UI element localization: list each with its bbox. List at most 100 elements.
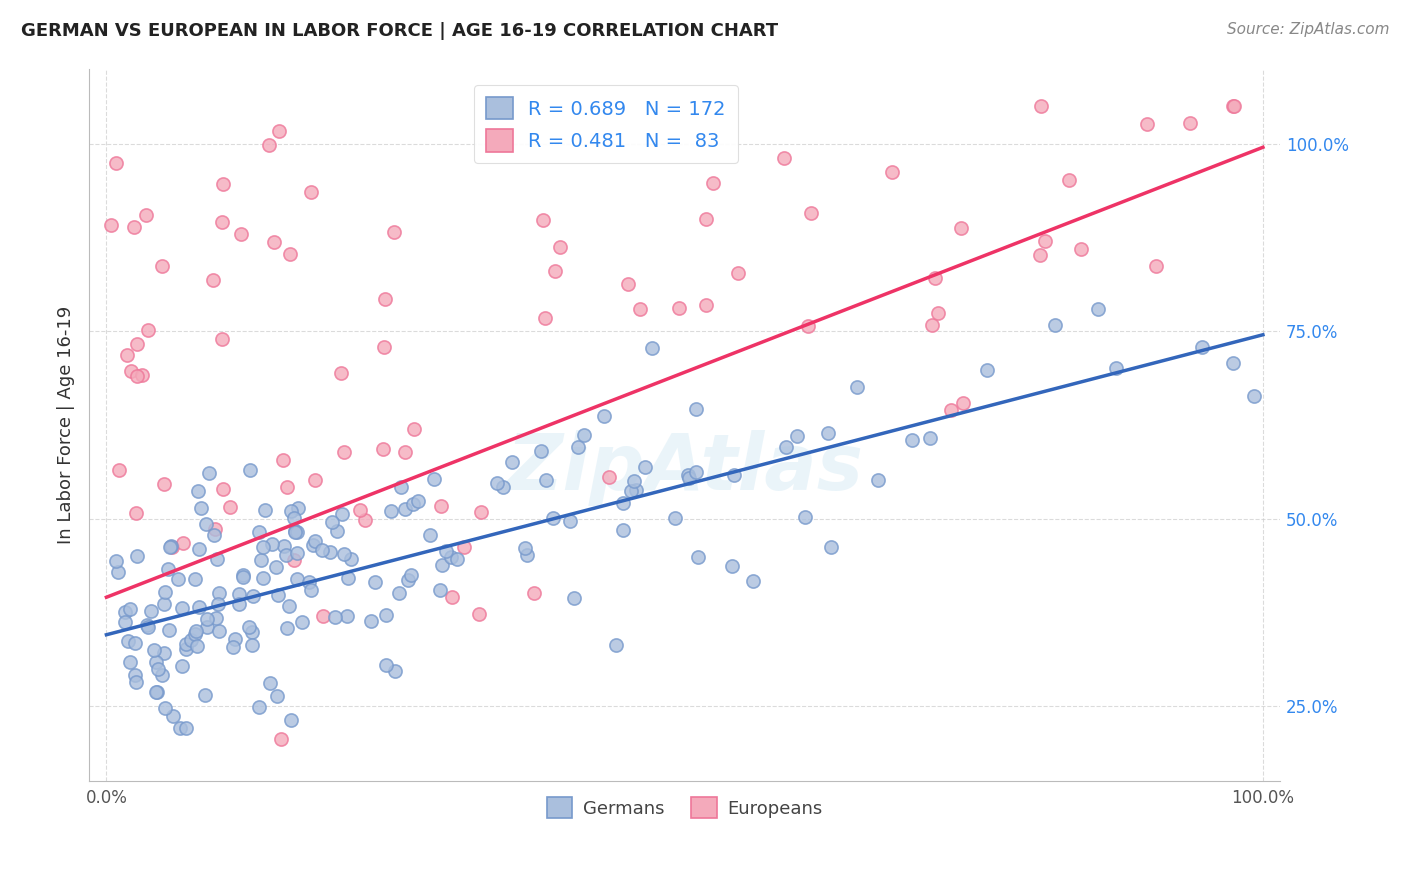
Point: [263, 235, 285, 250]
Point: [1178, 115, 1201, 129]
Point: [470, 505, 492, 519]
Point: [291, 615, 314, 629]
Point: [562, 591, 585, 606]
Point: [676, 468, 699, 483]
Point: [374, 293, 396, 307]
Point: [396, 573, 419, 587]
Point: [786, 429, 808, 443]
Point: [259, 675, 281, 690]
Point: [634, 459, 657, 474]
Text: Source: ZipAtlas.com: Source: ZipAtlas.com: [1226, 22, 1389, 37]
Point: [224, 632, 246, 646]
Point: [605, 638, 627, 652]
Point: [628, 302, 651, 317]
Point: [323, 610, 346, 624]
Point: [775, 440, 797, 454]
Point: [430, 499, 453, 513]
Point: [188, 600, 211, 615]
Point: [117, 633, 139, 648]
Point: [678, 471, 700, 485]
Point: [135, 208, 157, 222]
Point: [360, 614, 382, 628]
Point: [170, 601, 193, 615]
Point: [232, 567, 254, 582]
Point: [311, 543, 333, 558]
Point: [1222, 99, 1244, 113]
Point: [145, 685, 167, 699]
Point: [1057, 172, 1080, 186]
Point: [127, 369, 149, 384]
Point: [204, 611, 226, 625]
Point: [150, 259, 173, 273]
Point: [174, 641, 197, 656]
Point: [160, 539, 183, 553]
Point: [401, 568, 423, 582]
Point: [440, 590, 463, 604]
Point: [264, 560, 287, 574]
Point: [1035, 234, 1057, 248]
Point: [228, 587, 250, 601]
Point: [612, 496, 634, 510]
Point: [184, 624, 207, 638]
Point: [242, 589, 264, 603]
Point: [866, 474, 889, 488]
Point: [467, 607, 489, 621]
Point: [513, 541, 536, 556]
Point: [257, 138, 280, 153]
Point: [793, 509, 815, 524]
Point: [624, 483, 647, 497]
Point: [212, 483, 235, 497]
Point: [278, 246, 301, 260]
Point: [114, 605, 136, 619]
Point: [104, 554, 127, 568]
Point: [155, 701, 177, 715]
Point: [641, 341, 664, 355]
Point: [382, 225, 405, 239]
Point: [276, 480, 298, 494]
Point: [157, 623, 180, 637]
Point: [1029, 248, 1052, 262]
Point: [145, 655, 167, 669]
Point: [541, 511, 564, 525]
Point: [817, 425, 839, 440]
Point: [1029, 99, 1052, 113]
Point: [353, 513, 375, 527]
Point: [267, 588, 290, 602]
Point: [276, 621, 298, 635]
Point: [727, 266, 749, 280]
Point: [952, 396, 974, 410]
Point: [194, 688, 217, 702]
Point: [800, 206, 823, 220]
Point: [187, 484, 209, 499]
Point: [720, 559, 742, 574]
Point: [688, 549, 710, 564]
Point: [312, 608, 335, 623]
Point: [921, 318, 943, 333]
Point: [174, 637, 197, 651]
Point: [695, 298, 717, 312]
Point: [516, 549, 538, 563]
Point: [266, 689, 288, 703]
Legend: Germans, Europeans: Germans, Europeans: [540, 790, 830, 825]
Point: [184, 627, 207, 641]
Point: [107, 566, 129, 580]
Point: [401, 497, 423, 511]
Point: [1136, 117, 1159, 131]
Point: [267, 124, 290, 138]
Point: [1243, 389, 1265, 403]
Point: [124, 667, 146, 681]
Point: [190, 500, 212, 515]
Point: [208, 586, 231, 600]
Point: [336, 571, 359, 585]
Point: [1223, 99, 1246, 113]
Point: [548, 240, 571, 254]
Point: [939, 403, 962, 417]
Point: [169, 722, 191, 736]
Point: [623, 475, 645, 489]
Point: [198, 466, 221, 480]
Point: [1144, 259, 1167, 273]
Point: [280, 503, 302, 517]
Point: [723, 467, 745, 482]
Point: [927, 306, 949, 320]
Point: [429, 582, 451, 597]
